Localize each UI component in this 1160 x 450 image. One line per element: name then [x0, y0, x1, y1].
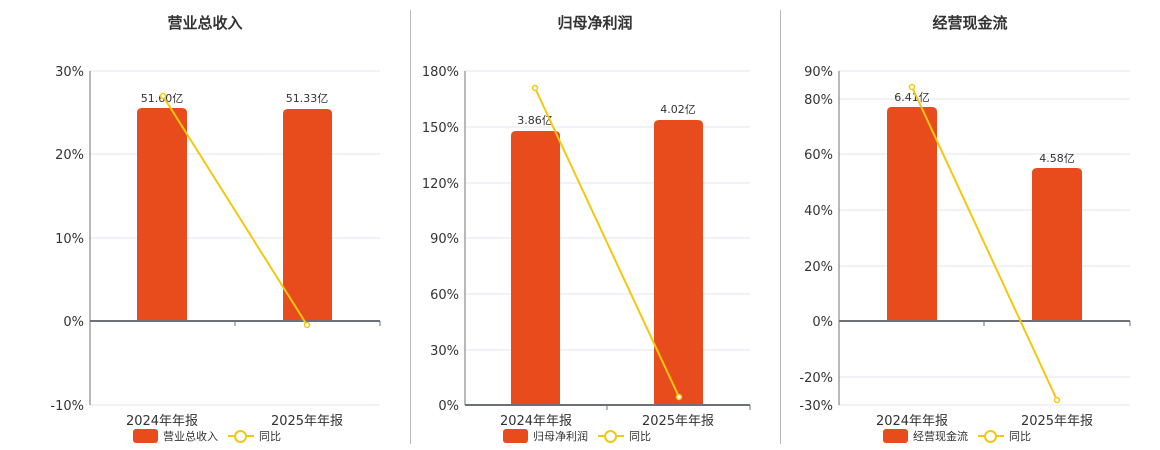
bar-legend-swatch-icon[interactable] — [883, 429, 908, 443]
line-point[interactable] — [531, 84, 539, 92]
line-legend-marker-icon[interactable] — [228, 429, 254, 443]
chart-title: 经营现金流 — [932, 14, 1008, 32]
y-tick-label: 180% — [422, 65, 459, 80]
y-tick-label: 60% — [804, 148, 833, 163]
chart-panel-revenue: 营业总收入 30% 20% 10% 0% -10% 51.60亿 51.33亿 … — [0, 0, 410, 450]
y-tick-label: -10% — [50, 399, 84, 414]
line-point[interactable] — [908, 83, 916, 91]
bar-2025[interactable] — [654, 120, 703, 405]
bar-value-label: 4.58亿 — [1039, 152, 1075, 165]
legend-bar-label[interactable]: 归母净利润 — [533, 430, 588, 443]
y-tick-label: -30% — [799, 399, 833, 414]
x-category-label: 2024年年报 — [500, 414, 572, 429]
y-tick-label: 80% — [804, 93, 833, 108]
line-point[interactable] — [675, 393, 683, 401]
y-tick-label: 20% — [804, 260, 833, 275]
y-tick-label: 30% — [55, 65, 84, 80]
x-category-label: 2024年年报 — [876, 414, 948, 429]
bar-2024[interactable] — [511, 131, 560, 405]
chart-plot: 30% 20% 10% 0% -10% 51.60亿 51.33亿 2024年年… — [50, 65, 381, 429]
chart-panel-net-profit: 归母净利润 180% 150% 120% 90% 60% 30% 0% 3.86… — [422, 14, 751, 444]
chart-legend: 经营现金流 同比 — [883, 428, 1031, 444]
bar-legend-swatch-icon[interactable] — [133, 429, 158, 443]
y-tick-label: 20% — [55, 148, 84, 163]
y-tick-label: 150% — [422, 121, 459, 136]
y-tick-label: 30% — [430, 344, 459, 359]
y-tick-label: 0% — [812, 315, 833, 330]
bar-value-label: 51.33亿 — [286, 92, 329, 105]
line-point[interactable] — [1053, 396, 1061, 404]
legend-bar-label[interactable]: 经营现金流 — [913, 430, 968, 443]
legend-bar-label[interactable]: 营业总收入 — [163, 430, 218, 443]
x-category-label: 2025年年报 — [1021, 414, 1093, 429]
y-tick-label: 0% — [438, 399, 459, 414]
bar-value-label: 3.86亿 — [517, 114, 553, 127]
legend-line-label[interactable]: 同比 — [1009, 430, 1031, 443]
bar-legend-swatch-icon[interactable] — [503, 429, 528, 443]
line-legend-marker-icon[interactable] — [978, 429, 1004, 443]
bar-2024[interactable] — [137, 108, 187, 321]
chart-title: 归母净利润 — [557, 14, 633, 32]
y-tick-label: 0% — [63, 315, 84, 330]
y-tick-label: 90% — [804, 65, 833, 80]
bar-value-label: 6.41亿 — [894, 91, 930, 104]
bar-2024[interactable] — [887, 107, 937, 321]
line-point[interactable] — [303, 321, 311, 329]
x-category-label: 2025年年报 — [271, 414, 343, 429]
legend-line-label[interactable]: 同比 — [259, 430, 281, 443]
line-legend-marker-icon[interactable] — [598, 429, 624, 443]
legend-line-label[interactable]: 同比 — [629, 430, 651, 443]
panel-divider — [410, 10, 411, 444]
y-tick-label: 40% — [804, 204, 833, 219]
chart-plot: 180% 150% 120% 90% 60% 30% 0% 3.86亿 4.02… — [422, 65, 751, 429]
chart-legend: 归母净利润 同比 — [503, 428, 651, 444]
bar-2025[interactable] — [283, 109, 332, 321]
bar-2025[interactable] — [1032, 168, 1082, 321]
y-tick-label: -20% — [799, 371, 833, 386]
y-tick-label: 90% — [430, 232, 459, 247]
bar-value-label: 4.02亿 — [660, 103, 696, 116]
x-category-label: 2025年年报 — [642, 414, 714, 429]
line-point[interactable] — [159, 92, 167, 100]
x-category-label: 2024年年报 — [126, 414, 198, 429]
y-tick-label: 10% — [55, 232, 84, 247]
panel-divider — [780, 10, 781, 444]
chart-title: 营业总收入 — [167, 14, 243, 32]
chart-legend: 营业总收入 同比 — [133, 428, 281, 444]
y-tick-label: 60% — [430, 288, 459, 303]
y-tick-label: 120% — [422, 177, 459, 192]
